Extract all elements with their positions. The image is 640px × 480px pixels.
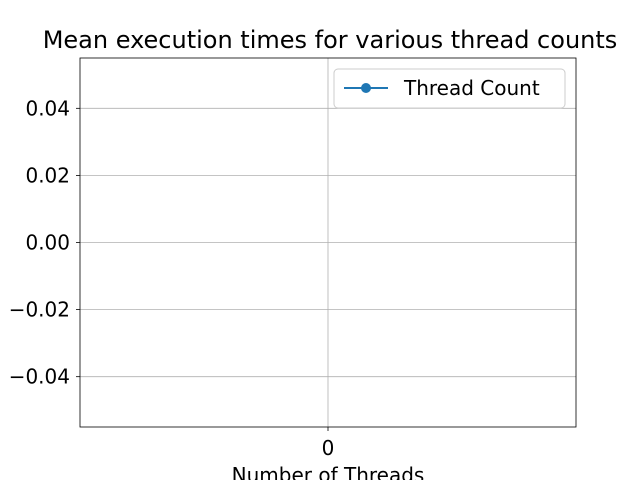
y-tick-label: −0.04 — [9, 365, 70, 389]
legend-marker-swatch — [361, 83, 371, 93]
x-tick-label: 0 — [322, 436, 335, 460]
legend-entry-thread-count: Thread Count — [403, 76, 540, 100]
legend-box — [333, 68, 566, 109]
y-tick-label: 0.00 — [25, 231, 70, 255]
x-axis-label: Number of Threads — [232, 463, 425, 480]
chart-title: Mean execution times for various thread … — [43, 26, 618, 54]
y-tick-label: 0.04 — [25, 96, 70, 120]
y-tick-label: −0.02 — [9, 298, 70, 322]
x-axis: 0 — [322, 427, 335, 460]
y-axis: 0.04 0.02 0.00 −0.02 −0.04 — [9, 96, 80, 389]
legend: Thread Count — [333, 68, 566, 109]
y-tick-label: 0.02 — [25, 163, 70, 187]
